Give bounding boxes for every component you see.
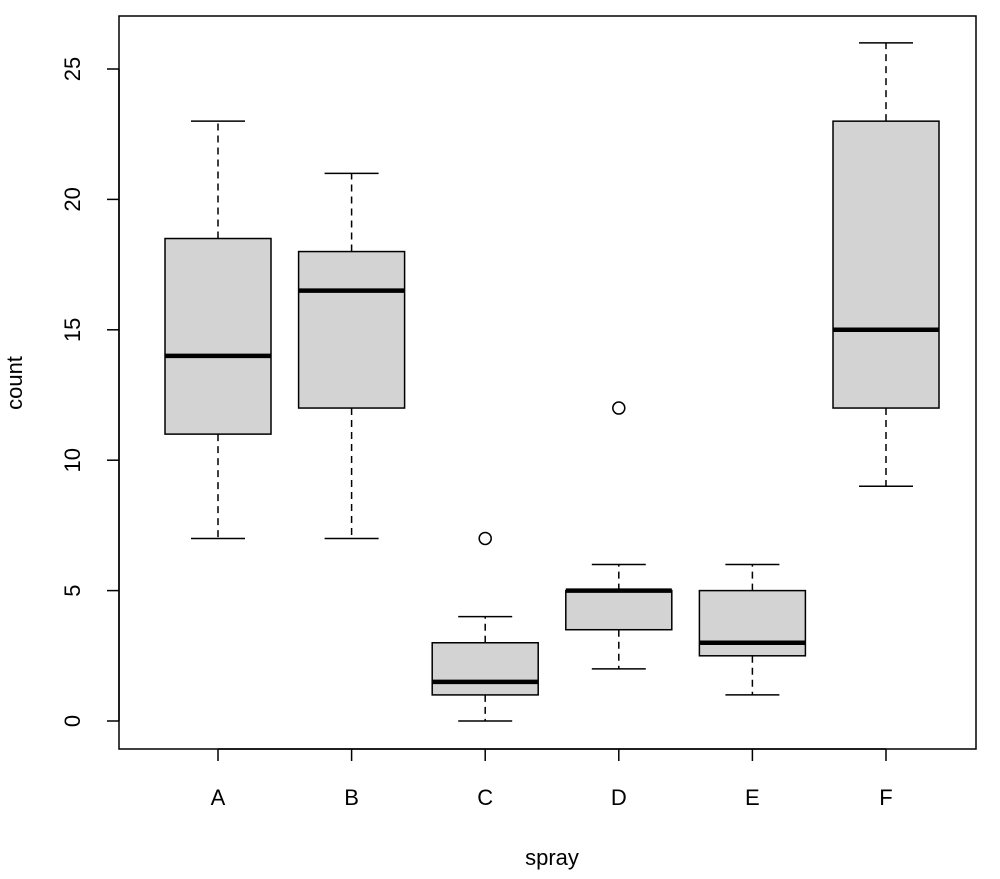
iqr-box	[297, 250, 406, 409]
box-group-b	[297, 172, 406, 540]
box-group-a	[164, 120, 272, 540]
y-tick-label: 15	[60, 318, 85, 342]
box-group-c	[431, 531, 539, 722]
y-tick-label: 20	[60, 187, 85, 211]
x-tick-label: A	[211, 785, 226, 810]
x-tick-label: B	[344, 785, 359, 810]
y-tick-label: 5	[60, 584, 85, 596]
x-tick-label: C	[477, 785, 493, 810]
y-tick-label: 0	[60, 715, 85, 727]
box-group-e	[698, 563, 807, 696]
iqr-box	[164, 237, 272, 435]
x-tick-label: F	[879, 785, 892, 810]
x-tick-label: E	[745, 785, 760, 810]
x-axis-title: spray	[525, 845, 579, 870]
box-group-d	[565, 401, 673, 670]
box-group-f	[832, 42, 940, 488]
iqr-box	[832, 120, 940, 409]
iqr-box	[698, 589, 807, 657]
boxes-layer	[164, 42, 940, 722]
y-tick-label: 10	[60, 448, 85, 472]
iqr-box	[565, 589, 673, 631]
y-axis-title: count	[2, 356, 27, 410]
x-axis: A B C D E F	[211, 748, 893, 810]
x-tick-label: D	[611, 785, 627, 810]
outlier-point	[478, 531, 492, 546]
outlier-point	[612, 401, 626, 415]
iqr-box	[431, 642, 539, 696]
y-axis: 0 5 10 15 20 25	[60, 57, 120, 727]
y-tick-label: 25	[60, 57, 85, 81]
